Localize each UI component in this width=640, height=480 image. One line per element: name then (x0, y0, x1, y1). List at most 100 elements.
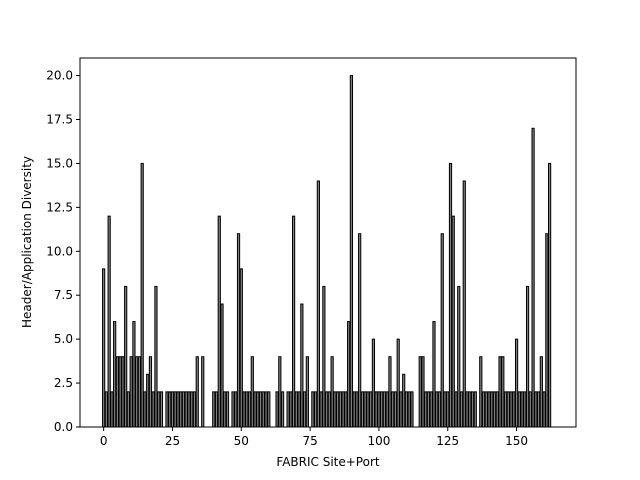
bar (388, 356, 392, 428)
bar (132, 321, 136, 428)
bar (154, 285, 158, 428)
bar (523, 391, 527, 428)
bar (396, 338, 400, 428)
y-tick-label: 5.0 (54, 332, 73, 346)
bar (355, 391, 359, 428)
y-tick-label: 2.5 (54, 376, 73, 390)
bar (118, 356, 122, 428)
bar (327, 391, 331, 428)
axes-frame (79, 57, 577, 428)
bar (135, 356, 139, 428)
bar (330, 356, 334, 428)
bar (190, 391, 194, 428)
bar (517, 391, 521, 428)
bar (374, 391, 378, 428)
bar (110, 391, 114, 428)
bar (528, 391, 532, 428)
bar (305, 356, 309, 428)
bar (349, 75, 353, 428)
bar (236, 233, 241, 428)
bar (115, 356, 120, 428)
bar (347, 321, 351, 428)
bar (124, 285, 128, 428)
bar (404, 391, 409, 428)
bar (286, 391, 290, 428)
bar (490, 391, 494, 428)
bar (267, 391, 271, 428)
bar (421, 356, 425, 428)
bar (462, 180, 466, 428)
y-tick-label: 0.0 (54, 420, 73, 434)
bar (371, 338, 376, 428)
bar (498, 356, 502, 428)
bar (391, 391, 395, 428)
bar (129, 356, 133, 428)
bar (424, 391, 428, 428)
bar (443, 391, 447, 428)
bar (187, 391, 191, 428)
bar (121, 356, 125, 428)
bar (170, 391, 175, 428)
bar (245, 391, 249, 428)
bar (426, 391, 431, 428)
bar (181, 391, 186, 428)
bar (126, 391, 131, 428)
bar (360, 391, 365, 428)
bar (212, 391, 216, 428)
bar (503, 391, 508, 428)
bar (435, 391, 439, 428)
bar (140, 162, 144, 428)
bar (159, 391, 164, 428)
bar (429, 391, 433, 428)
bar (418, 356, 422, 428)
bar (239, 268, 243, 428)
bar (225, 391, 230, 428)
bar (220, 303, 224, 428)
x-axis-label: FABRIC Site+Port (276, 455, 379, 469)
bar (264, 391, 268, 428)
bar (300, 303, 304, 428)
bar (289, 391, 293, 428)
bar (157, 391, 161, 428)
bar (176, 391, 180, 428)
bar (291, 215, 296, 428)
bar (107, 215, 111, 428)
y-tick-label: 7.5 (54, 288, 73, 302)
bar (231, 391, 235, 428)
bar (314, 391, 318, 428)
bar (303, 391, 307, 428)
bar (534, 391, 538, 428)
bar (509, 391, 513, 428)
bar (495, 391, 499, 428)
bar (217, 215, 221, 428)
bar (479, 356, 483, 428)
y-tick-label: 17.5 (46, 113, 73, 127)
y-tick-label: 12.5 (46, 200, 73, 214)
bar (432, 321, 436, 428)
bar (325, 391, 329, 428)
bar (192, 391, 197, 428)
bar (102, 268, 106, 428)
bar (545, 233, 549, 428)
bar (501, 356, 505, 428)
bar (481, 391, 486, 428)
bar (547, 162, 552, 428)
bar (520, 391, 524, 428)
bar (151, 391, 155, 428)
bar (344, 391, 348, 428)
bar (454, 391, 458, 428)
bar (275, 391, 279, 428)
bar (363, 391, 367, 428)
bar (247, 391, 252, 428)
bar (338, 391, 342, 428)
bar (179, 391, 183, 428)
bar (369, 391, 373, 428)
bar (377, 391, 381, 428)
bar (492, 391, 497, 428)
bar (165, 391, 169, 428)
x-tick-label: 150 (505, 434, 528, 448)
bar (280, 391, 285, 428)
y-axis-label: Header/Application Diversity (20, 156, 34, 328)
bar (514, 338, 519, 428)
bar (470, 391, 475, 428)
